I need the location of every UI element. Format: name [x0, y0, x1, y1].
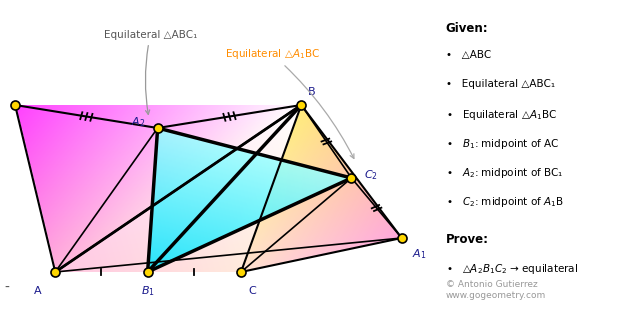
- Text: •   $B_1$: midpoint of AC: • $B_1$: midpoint of AC: [446, 137, 559, 151]
- Text: Prove:: Prove:: [446, 233, 489, 246]
- Text: $B_1$: $B_1$: [141, 284, 154, 298]
- Text: •   Equilateral △ABC₁: • Equilateral △ABC₁: [446, 79, 555, 89]
- Text: B: B: [308, 87, 316, 97]
- Text: •   △$A_2B_1C_2$ → equilateral: • △$A_2B_1C_2$ → equilateral: [446, 262, 578, 276]
- Text: $A_1$: $A_1$: [411, 247, 426, 261]
- Text: •   $A_2$: midpoint of BC₁: • $A_2$: midpoint of BC₁: [446, 166, 563, 180]
- Text: Equilateral △ABC₁: Equilateral △ABC₁: [104, 30, 197, 114]
- Text: $A_2$: $A_2$: [131, 115, 145, 129]
- Text: C: C: [248, 286, 256, 296]
- Text: •   △ABC: • △ABC: [446, 50, 491, 61]
- Text: -: -: [4, 281, 9, 294]
- Text: •   $C_2$: midpoint of $A_1$B: • $C_2$: midpoint of $A_1$B: [446, 195, 564, 209]
- Text: © Antonio Gutierrez
www.gogeometry.com: © Antonio Gutierrez www.gogeometry.com: [446, 280, 546, 300]
- Text: •   Equilateral △$A_1$BC: • Equilateral △$A_1$BC: [446, 108, 557, 122]
- Text: Given:: Given:: [446, 22, 488, 35]
- Text: A: A: [34, 286, 42, 296]
- Text: $C_2$: $C_2$: [364, 168, 378, 182]
- Text: Equilateral △$A_1$BC: Equilateral △$A_1$BC: [225, 47, 354, 158]
